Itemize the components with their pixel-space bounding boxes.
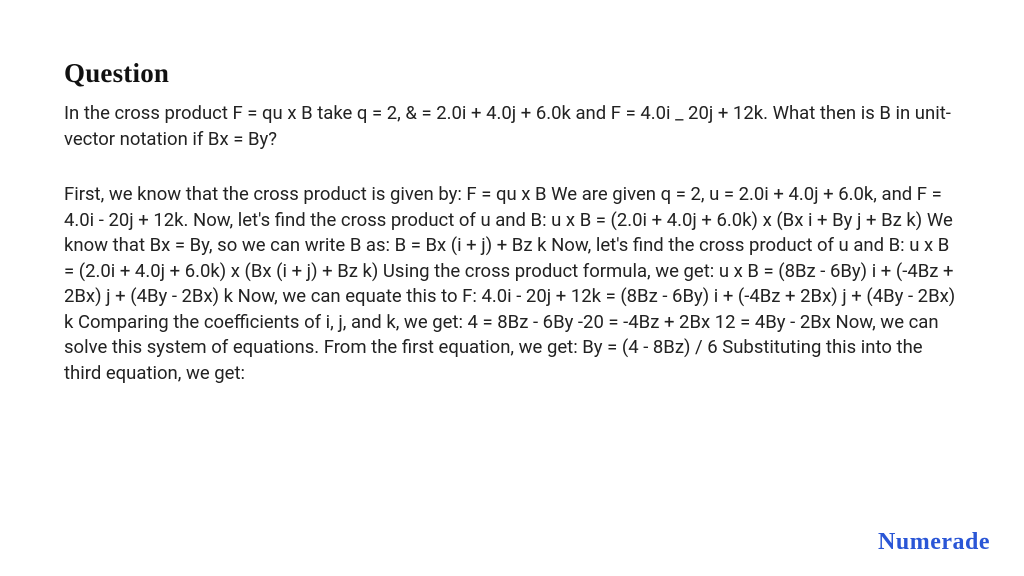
solution-text: First, we know that the cross product is… [64, 182, 960, 386]
brand-logo: Numerade [878, 529, 990, 556]
question-prompt: In the cross product F = qu x B take q =… [64, 101, 960, 152]
page-container: Question In the cross product F = qu x B… [0, 0, 1024, 576]
question-heading: Question [64, 58, 960, 89]
